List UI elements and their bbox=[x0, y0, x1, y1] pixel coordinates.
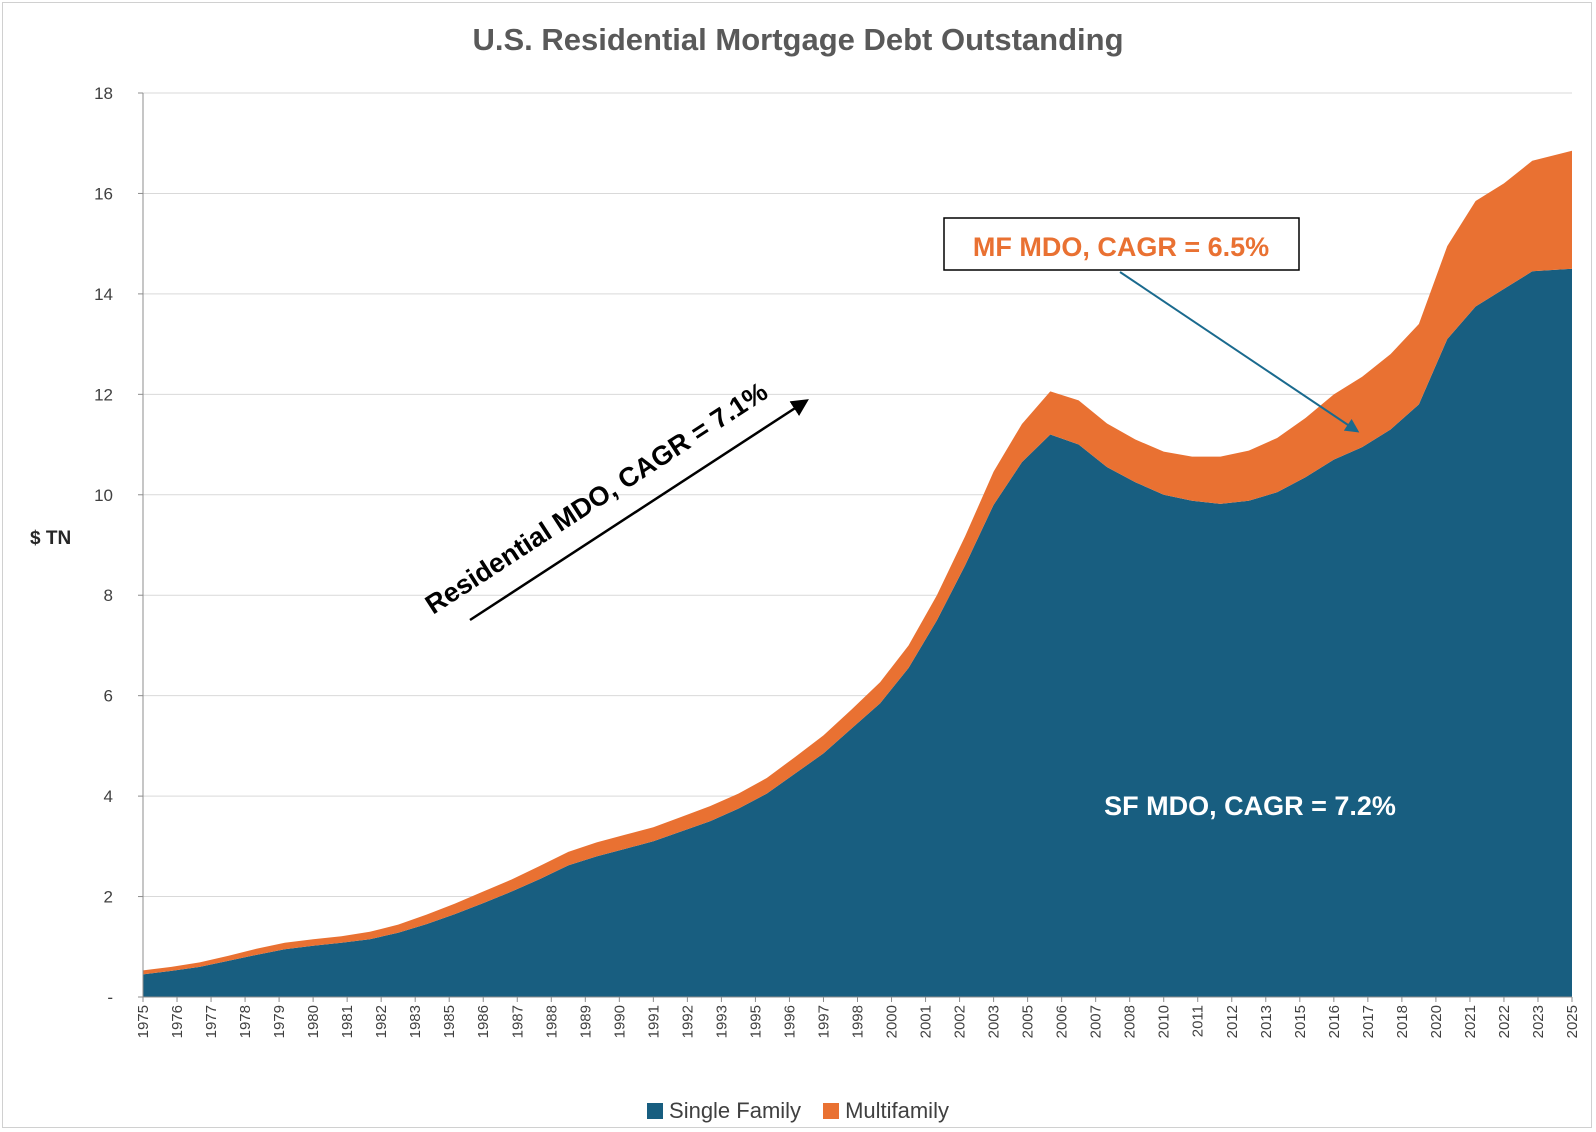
x-tick-label: 2011 bbox=[1190, 1005, 1207, 1037]
x-tick-label: 2021 bbox=[1462, 1005, 1479, 1038]
area-single-family bbox=[143, 268, 1572, 997]
x-tick-label: 1995 bbox=[747, 1005, 764, 1038]
legend: Single Family Multifamily bbox=[0, 1098, 1596, 1124]
y-tick-label: 18 bbox=[94, 84, 113, 103]
legend-swatch-single-family bbox=[647, 1103, 664, 1119]
x-tick-label: 1980 bbox=[305, 1005, 322, 1038]
x-tick-label: 1997 bbox=[815, 1005, 832, 1038]
x-tick-label: 1978 bbox=[237, 1005, 254, 1038]
x-tick-label: 2000 bbox=[884, 1005, 901, 1038]
legend-label-single-family: Single Family bbox=[669, 1098, 802, 1123]
x-tick-label: 1976 bbox=[169, 1005, 186, 1038]
x-tick-label: 1998 bbox=[850, 1005, 867, 1038]
y-tick-label: 12 bbox=[94, 385, 113, 404]
x-tick-label: 2018 bbox=[1394, 1005, 1411, 1038]
annotation-mf-text: MF MDO, CAGR = 6.5% bbox=[973, 232, 1269, 262]
x-tick-label: 2002 bbox=[952, 1005, 969, 1038]
y-tick-label: 16 bbox=[94, 184, 113, 203]
x-tick-label: 2013 bbox=[1258, 1005, 1275, 1038]
x-tick-label: 1992 bbox=[679, 1005, 696, 1038]
legend-item-multifamily: Multifamily bbox=[823, 1098, 949, 1124]
x-tick-label: 1975 bbox=[135, 1005, 152, 1038]
y-tick-label: 2 bbox=[104, 888, 113, 907]
x-tick-label: 2012 bbox=[1224, 1005, 1241, 1038]
annotation-residential-text: Residential MDO, CAGR = 7.1% bbox=[420, 376, 773, 620]
annotation-sf-text: SF MDO, CAGR = 7.2% bbox=[1104, 791, 1396, 821]
x-tick-label: 1982 bbox=[373, 1005, 390, 1038]
x-tick-label: 1983 bbox=[407, 1005, 424, 1038]
x-tick-label: 1991 bbox=[645, 1005, 662, 1038]
y-tick-label: 4 bbox=[104, 787, 113, 806]
x-tick-label: 2015 bbox=[1292, 1005, 1309, 1038]
x-tick-label: 1977 bbox=[203, 1005, 220, 1038]
x-tick-label: 2020 bbox=[1428, 1005, 1445, 1038]
x-tick-label: 2016 bbox=[1326, 1005, 1343, 1038]
x-tick-label: 1988 bbox=[543, 1005, 560, 1038]
y-tick-label: 6 bbox=[104, 687, 113, 706]
x-tick-label: 2023 bbox=[1530, 1005, 1547, 1038]
x-tick-label: 2010 bbox=[1156, 1005, 1173, 1038]
y-axis-label: $ TN bbox=[30, 528, 71, 549]
x-tick-label: 1989 bbox=[577, 1005, 594, 1038]
x-tick-label: 1986 bbox=[475, 1005, 492, 1038]
x-tick-label: 2017 bbox=[1360, 1005, 1377, 1038]
x-tick-label: 2007 bbox=[1088, 1005, 1105, 1038]
x-tick-label: 2008 bbox=[1122, 1005, 1139, 1038]
y-tick-label: 8 bbox=[104, 586, 113, 605]
x-tick-label: 1981 bbox=[339, 1005, 356, 1038]
x-tick-label: 2001 bbox=[918, 1005, 935, 1038]
legend-label-multifamily: Multifamily bbox=[845, 1098, 949, 1123]
legend-swatch-multifamily bbox=[823, 1103, 840, 1119]
x-tick-label: 2006 bbox=[1054, 1005, 1071, 1038]
x-tick-label: 1996 bbox=[781, 1005, 798, 1038]
mf-arrow bbox=[1119, 271, 1360, 433]
x-tick-label: 2005 bbox=[1020, 1005, 1037, 1038]
x-tick-label: 1985 bbox=[441, 1005, 458, 1038]
y-tick-label: - bbox=[107, 988, 113, 1007]
x-tick-label: 2022 bbox=[1496, 1005, 1513, 1038]
legend-item-single-family: Single Family bbox=[647, 1098, 801, 1124]
x-tick-label: 1993 bbox=[713, 1005, 730, 1038]
residential-arrow bbox=[469, 399, 809, 622]
annotation-mf-box bbox=[943, 217, 1300, 271]
chart-title: U.S. Residential Mortgage Debt Outstandi… bbox=[472, 22, 1124, 57]
x-tick-label: 1990 bbox=[611, 1005, 628, 1038]
x-tick-label: 1979 bbox=[271, 1005, 288, 1038]
y-tick-label: 10 bbox=[94, 486, 113, 505]
y-tick-label: 14 bbox=[94, 285, 113, 304]
annotation-residential: Residential MDO, CAGR = 7.1% bbox=[420, 376, 809, 622]
x-tick-label: 2025 bbox=[1564, 1005, 1581, 1038]
annotation-mf: MF MDO, CAGR = 6.5% bbox=[943, 217, 1360, 433]
x-tick-label: 1987 bbox=[509, 1005, 526, 1038]
x-tick-label: 2003 bbox=[986, 1005, 1003, 1038]
